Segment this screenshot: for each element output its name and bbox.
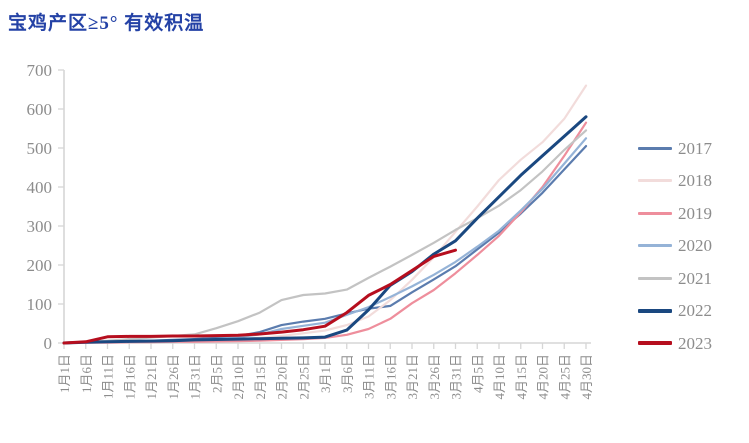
axes <box>58 69 591 349</box>
x-tick-label: 4月5日 <box>470 354 485 393</box>
x-axis-labels: 1月1日 1月6日 1月11日 1月16日 1月21日 1月26日 1月31日 2月5日 2月1… <box>57 354 594 400</box>
x-tick-label: 1月6日 <box>79 354 94 393</box>
y-tick-label: 400 <box>27 178 53 197</box>
legend-year-label: 2023 <box>678 333 712 353</box>
x-tick-label: 1月26日 <box>166 354 181 400</box>
x-tick-label: 1月1日 <box>57 354 72 393</box>
legend-item-2017: 2017 <box>638 132 712 165</box>
x-tick-label: 3月6日 <box>340 354 355 393</box>
y-axis-labels: 0 100 200 300 400 500 600 700 <box>27 61 53 353</box>
x-tick-label: 2月5日 <box>209 354 224 393</box>
x-tick-label: 4月15日 <box>514 354 529 400</box>
x-tick-label: 3月16日 <box>383 354 398 400</box>
legend-line-swatch <box>638 244 672 248</box>
y-tick-label: 600 <box>27 100 53 119</box>
x-tick-label: 2月20日 <box>275 354 290 400</box>
x-tick-label: 4月20日 <box>536 354 551 400</box>
x-tick-label: 3月1日 <box>318 354 333 393</box>
legend-year-label: 2022 <box>678 301 712 321</box>
x-tick-label: 4月10日 <box>492 354 507 400</box>
legend-item-2018: 2018 <box>638 165 712 198</box>
y-tick-label: 200 <box>27 256 53 275</box>
legend-line-swatch <box>638 341 672 346</box>
legend-year-label: 2020 <box>678 236 712 256</box>
legend-line-swatch <box>638 146 672 150</box>
y-tick-label: 300 <box>27 217 53 236</box>
series-line-2019 <box>62 121 588 345</box>
legend-year-label: 2017 <box>678 138 712 158</box>
x-tick-label: 3月26日 <box>427 354 442 400</box>
series-lines <box>62 84 588 345</box>
y-tick-label: 100 <box>27 295 53 314</box>
x-tick-label: 3月31日 <box>449 354 464 400</box>
x-tick-label: 4月30日 <box>579 354 594 400</box>
legend-year-label: 2018 <box>678 171 712 191</box>
legend-item-2023: 2023 <box>638 327 712 360</box>
legend-line-swatch <box>638 179 672 183</box>
series-line-2017 <box>62 145 588 345</box>
y-tick-label: 0 <box>44 334 53 353</box>
x-tick-label: 1月16日 <box>122 354 137 400</box>
legend-line-swatch <box>638 276 672 280</box>
legend-item-2022: 2022 <box>638 295 712 328</box>
x-tick-label: 4月25日 <box>557 354 572 400</box>
x-tick-label: 1月11日 <box>101 354 116 399</box>
x-tick-label: 2月25日 <box>296 354 311 400</box>
x-tick-label: 2月10日 <box>231 354 246 400</box>
x-tick-label: 1月21日 <box>144 354 159 400</box>
x-tick-label: 3月11日 <box>362 354 377 399</box>
series-line-2023 <box>62 248 457 345</box>
series-line-2022 <box>62 115 588 345</box>
chart-legend: 2017 2018 2019 2020 2021 2022 2023 <box>638 132 712 360</box>
x-tick-label: 1月31日 <box>188 354 203 400</box>
y-tick-label: 500 <box>27 139 53 158</box>
series-line-2018 <box>62 84 588 345</box>
series-line-2021 <box>62 129 588 345</box>
legend-item-2021: 2021 <box>638 262 712 295</box>
x-tick-label: 3月21日 <box>405 354 420 400</box>
legend-item-2019: 2019 <box>638 197 712 230</box>
legend-year-label: 2019 <box>678 203 712 223</box>
y-tick-label: 700 <box>27 61 53 80</box>
legend-line-swatch <box>638 211 672 215</box>
legend-year-label: 2021 <box>678 268 712 288</box>
legend-line-swatch <box>638 308 672 313</box>
x-tick-label: 2月15日 <box>253 354 268 400</box>
legend-item-2020: 2020 <box>638 230 712 263</box>
chart-title: 宝鸡产区≥5° 有效积温 <box>8 13 205 34</box>
series-line-2020 <box>62 137 588 345</box>
